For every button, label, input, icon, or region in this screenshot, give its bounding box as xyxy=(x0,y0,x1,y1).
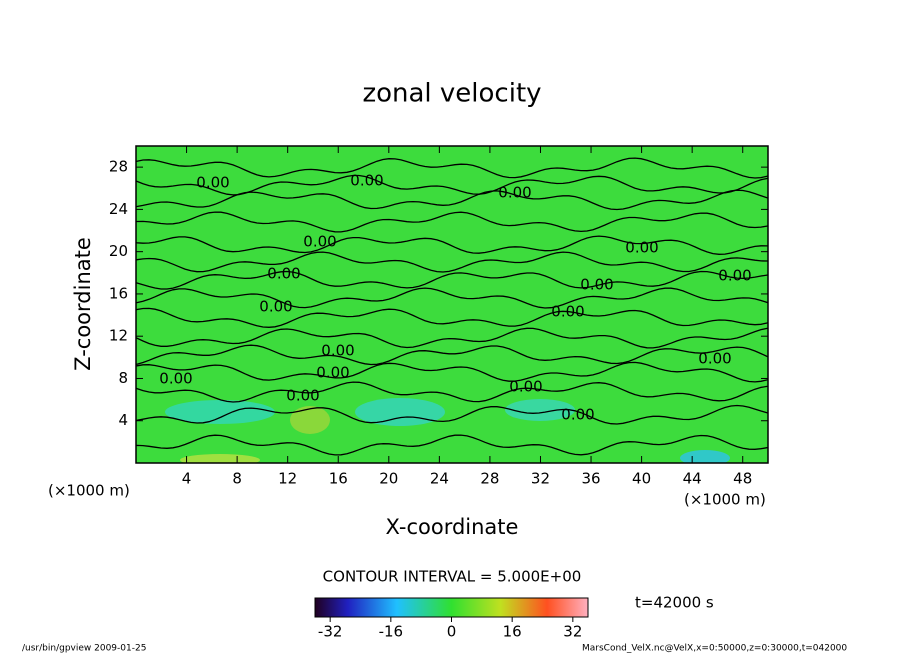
field-blob xyxy=(165,400,275,424)
x-tick-label: 12 xyxy=(278,470,297,488)
contour-label: 0.00 xyxy=(159,370,192,388)
contour-line xyxy=(136,434,768,456)
y-tick-label: 16 xyxy=(109,284,128,302)
contour-label: 0.00 xyxy=(259,298,292,316)
x-tick-label: 24 xyxy=(430,470,449,488)
contour-label: 0.00 xyxy=(303,233,336,251)
footer-left: /usr/bin/gpview 2009-01-25 xyxy=(22,644,146,654)
contour-label: 0.00 xyxy=(316,364,349,382)
contour-interval: CONTOUR INTERVAL = 5.000E+00 xyxy=(323,568,582,586)
x-tick-label: 16 xyxy=(329,470,348,488)
contour-line xyxy=(136,157,768,179)
x-tick-label: 8 xyxy=(232,470,242,488)
contour-label: 0.00 xyxy=(580,276,613,294)
contour-label: 0.00 xyxy=(286,387,319,405)
contour-label: 0.00 xyxy=(350,172,383,190)
contour-label: 0.00 xyxy=(625,239,658,257)
y-tick-label: 12 xyxy=(109,327,128,345)
x-tick-label: 44 xyxy=(683,470,702,488)
y-tick-label: 24 xyxy=(109,200,128,218)
contour-line xyxy=(136,251,768,273)
x-tick-label: 4 xyxy=(182,470,192,488)
colorbar-tick-label: -32 xyxy=(318,623,343,641)
x-tick-label: 32 xyxy=(531,470,550,488)
x-tick-label: 40 xyxy=(632,470,651,488)
contour-label: 0.00 xyxy=(551,303,584,321)
colorbar-tick-label: 16 xyxy=(503,623,522,641)
y-unit: (×1000 m) xyxy=(48,482,130,500)
contour-label: 0.00 xyxy=(498,184,531,202)
x-tick-label: 36 xyxy=(581,470,600,488)
contour-line xyxy=(136,307,768,328)
contour-label: 0.00 xyxy=(509,378,542,396)
contour-line xyxy=(136,404,768,425)
y-tick-label: 28 xyxy=(109,158,128,176)
contour-line xyxy=(136,327,768,349)
time-label: t=42000 s xyxy=(635,594,714,612)
contour-line xyxy=(136,381,768,403)
field-blob xyxy=(180,454,260,463)
contour-line xyxy=(136,270,768,290)
chart-title: zonal velocity xyxy=(362,79,541,109)
field-blob xyxy=(505,399,575,421)
contours xyxy=(136,157,768,456)
y-tick-label: 8 xyxy=(118,369,128,387)
x-tick-label: 20 xyxy=(379,470,398,488)
contour-label: 0.00 xyxy=(561,406,594,424)
colorbar-tick-label: -16 xyxy=(379,623,404,641)
y-tick-label: 20 xyxy=(109,242,128,260)
x-axis-label: X-coordinate xyxy=(386,515,519,539)
field-blob xyxy=(290,406,330,434)
colorbar-tick-label: 32 xyxy=(563,623,582,641)
contour-line xyxy=(136,189,768,211)
colorbar-tick-label: 0 xyxy=(447,623,457,641)
contour-label: 0.00 xyxy=(267,265,300,283)
y-axis-label: Z-coordinate xyxy=(71,237,95,371)
contour-line xyxy=(136,361,768,383)
plot-frame xyxy=(135,145,769,464)
contour-label: 0.00 xyxy=(698,350,731,368)
y-tick-label: 4 xyxy=(118,411,128,429)
x-unit: (×1000 m) xyxy=(684,491,766,509)
contour-line xyxy=(136,287,768,309)
contour-label: 0.00 xyxy=(718,267,751,285)
x-tick-label: 48 xyxy=(733,470,752,488)
colorbar xyxy=(314,597,589,618)
contour-line xyxy=(136,344,768,366)
contour-line xyxy=(136,235,768,255)
contour-label: 0.00 xyxy=(321,342,354,360)
contour-label: 0.00 xyxy=(196,174,229,192)
footer-right: MarsCond_VelX.nc@VelX,x=0:50000,z=0:3000… xyxy=(582,644,847,654)
x-tick-label: 28 xyxy=(480,470,499,488)
contour-line xyxy=(136,211,768,233)
